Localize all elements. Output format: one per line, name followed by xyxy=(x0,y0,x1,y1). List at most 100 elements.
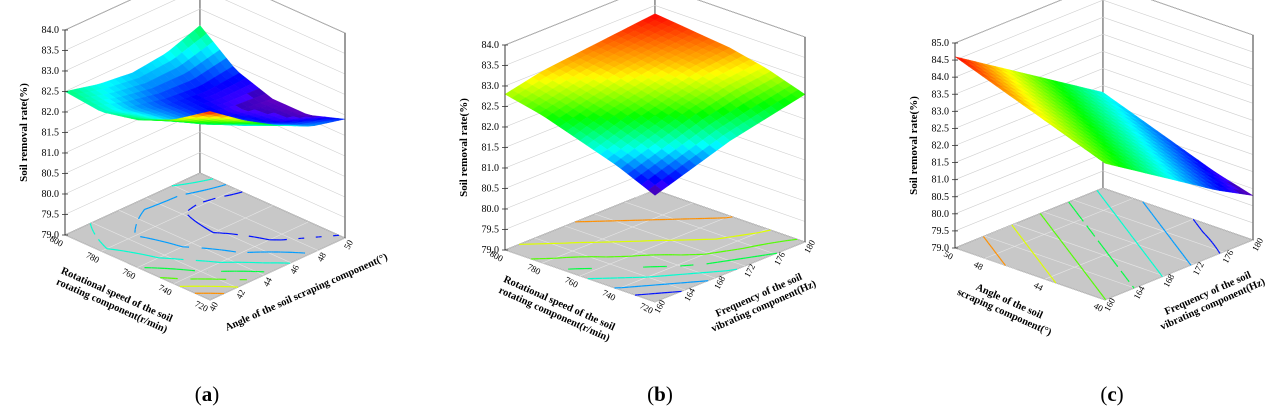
floor-contour xyxy=(1053,280,1057,284)
floor-contour xyxy=(1069,251,1072,255)
floor-contour xyxy=(993,250,996,252)
floor-contour xyxy=(1113,261,1117,265)
floor-contour xyxy=(159,201,164,205)
floor-contour xyxy=(1119,220,1122,223)
floor-contour xyxy=(104,246,108,250)
floor-contour xyxy=(1206,235,1210,239)
floor-contour xyxy=(1112,210,1114,213)
floor-contour xyxy=(765,229,771,232)
floor-contour xyxy=(1180,251,1184,255)
floor-contour xyxy=(674,290,682,293)
floor-contour xyxy=(1116,215,1119,219)
z-tick-label: 83.5 xyxy=(482,61,500,72)
floor-contour xyxy=(1097,240,1100,243)
z-tick-label: 84.5 xyxy=(932,55,950,66)
floor-contour xyxy=(1116,264,1119,268)
floor-contour xyxy=(1149,259,1152,262)
floor-contour xyxy=(1045,220,1048,223)
floor-contour xyxy=(1165,231,1167,234)
floor-gridline xyxy=(101,188,237,252)
x-tick-label: 760 xyxy=(121,266,138,281)
floor-gridline xyxy=(542,202,693,264)
floor-contour xyxy=(1108,205,1111,208)
floor-contour xyxy=(982,236,986,240)
floor-contour xyxy=(1043,217,1046,221)
floor-contour xyxy=(1156,219,1158,222)
floor-contour xyxy=(704,252,710,255)
floor-contour xyxy=(1071,205,1075,209)
floor-contour xyxy=(991,246,994,250)
wall-gridline xyxy=(954,0,1254,44)
floor-contour xyxy=(143,254,150,257)
floor-contour xyxy=(146,237,151,240)
floor-contour xyxy=(1139,246,1142,249)
z-tick-label: 83.0 xyxy=(42,66,60,77)
floor-contour xyxy=(1075,260,1079,264)
floor-gridline xyxy=(172,185,319,251)
floor-contour xyxy=(752,244,759,247)
floor-contour xyxy=(1090,279,1093,282)
floor-gridline xyxy=(1102,187,1254,241)
floor-contour xyxy=(1051,228,1054,232)
floor-contour xyxy=(213,248,220,251)
floor-contour xyxy=(173,184,180,187)
floor-contour xyxy=(673,273,681,276)
wall-gridline xyxy=(64,8,346,75)
floor-contour xyxy=(737,247,743,250)
floor-contour xyxy=(198,180,204,183)
floor-contour xyxy=(208,187,214,190)
floor-contour xyxy=(1113,260,1115,263)
floor-contour xyxy=(1070,204,1073,207)
floor-contour xyxy=(212,186,218,189)
floor-contour xyxy=(715,251,721,254)
floor-contour xyxy=(997,255,1001,259)
floor-gridline xyxy=(954,247,1106,301)
x-tick-label: 780 xyxy=(84,250,101,265)
floor-contour xyxy=(1052,230,1056,233)
floor-contour xyxy=(1035,256,1039,260)
z-tick-label: 80.0 xyxy=(42,189,60,200)
floor-contour xyxy=(1102,296,1105,298)
floor-contour xyxy=(674,282,681,285)
floor-contour xyxy=(184,182,190,185)
floor-contour xyxy=(758,243,764,246)
floor-contour xyxy=(1032,252,1036,256)
floor-contour xyxy=(1110,257,1114,261)
z-tick-label: 84.0 xyxy=(932,72,950,83)
floor-contour xyxy=(1150,261,1154,264)
z-tick-label: 80.5 xyxy=(42,169,60,180)
floor-contour xyxy=(1177,247,1180,251)
floor-contour xyxy=(1039,261,1042,265)
floor-contour xyxy=(1153,216,1156,219)
z-tick-label: 82.0 xyxy=(932,141,950,152)
floor-contour xyxy=(726,249,732,252)
floor-contour xyxy=(1178,249,1181,252)
floor-contour xyxy=(1148,208,1151,212)
floor-contour xyxy=(1175,245,1178,248)
floor-gridline xyxy=(984,235,1135,289)
floor-contour xyxy=(141,211,144,214)
floor-gridline xyxy=(624,201,776,255)
floor-contour xyxy=(1195,223,1199,226)
floor-contour xyxy=(217,185,222,188)
wall-gridline xyxy=(64,152,346,218)
floor-contour xyxy=(1213,244,1216,247)
floor-contour xyxy=(648,292,655,295)
floor-contour xyxy=(726,216,733,219)
floor-contour xyxy=(1112,259,1115,262)
floor-contour xyxy=(712,261,718,264)
z-tick-label: 79.0 xyxy=(932,243,950,254)
z-tick-label: 82.0 xyxy=(42,107,60,118)
floor-contour xyxy=(1091,231,1094,235)
floor-contour xyxy=(1037,259,1040,261)
floor-contour xyxy=(1049,226,1053,229)
x-tick-label: 760 xyxy=(563,275,580,290)
floor-gridline xyxy=(1043,211,1194,265)
floor-gridline xyxy=(91,222,238,288)
floor-contour xyxy=(1073,208,1076,211)
chart-panel-b: 79.0 79.5 80.0 80.5 81.0 81.5 82.0 82.5 83.0 83.5… xyxy=(458,0,818,344)
floor-contour xyxy=(1048,274,1051,276)
floor-contour xyxy=(1012,226,1016,230)
floor-contour xyxy=(1142,250,1145,253)
floor-contour xyxy=(1059,239,1062,242)
